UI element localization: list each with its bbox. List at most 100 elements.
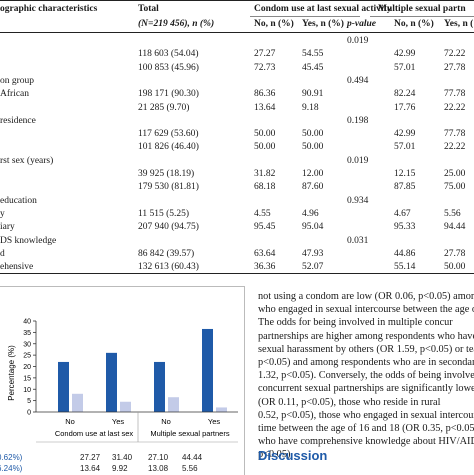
bar-mark	[106, 352, 117, 412]
table-row: residence 0.198	[0, 114, 474, 128]
table-cell-label: d	[0, 248, 5, 259]
fig-table-row-2: 6.24%) 13.64 9.92 13.08 5.56	[0, 463, 244, 474]
table-header-row-2: (N=219 456), n (%) No, n (%) Yes, n (%) …	[0, 17, 474, 31]
y-tick-label: 35	[23, 330, 31, 337]
header-rule-multi	[370, 16, 474, 17]
table-cell-no2: 55.14	[394, 262, 416, 273]
table-cell-no2: 42.99	[394, 129, 416, 140]
header-total: Total	[138, 4, 159, 14]
x-group-label: Condom use at last sex	[55, 429, 134, 438]
table-cell-yes2: 22.22	[444, 102, 466, 113]
y-tick-label: 0	[27, 410, 31, 417]
body-text-line: 1.32, p<0.05). Conversely, the odds of b…	[258, 370, 474, 382]
y-tick-label: 25	[23, 353, 31, 360]
bar-chart: Percentage (%) 0 5 10 15 20 25 30 35 40 No Yes No Y…	[7, 319, 238, 443]
body-text: not using a condom are low (OR 0.06, p<0…	[258, 290, 474, 461]
table-cell-label: rst sex (years)	[0, 155, 54, 166]
header-no: No, n (%)	[254, 19, 294, 29]
table-cell-yes2: 75.00	[444, 182, 466, 193]
header-yes: Yes, n (%)	[302, 19, 344, 29]
table-row: d 86 842 (39.57) 63.64 47.93 44.86 27.78	[0, 247, 474, 261]
table-cell-label: iary	[0, 222, 15, 233]
table-row: rst sex (years) 0.019	[0, 154, 474, 168]
table-cell-no2: 57.01	[394, 142, 416, 153]
fig-row2-v3: 13.08	[148, 464, 169, 473]
table-cell-p: 0.019	[347, 36, 369, 46]
bar-mark	[72, 393, 83, 412]
table-cell-yes: 87.60	[302, 182, 324, 193]
header-pvalue: p-value	[347, 19, 377, 29]
x-tick-label: No	[161, 417, 171, 426]
figure-panel: Percentage (%) 0 5 10 15 20 25 30 35 40 No Yes No Y…	[0, 286, 245, 475]
table-bottom-rule	[0, 273, 474, 274]
table-cell-yes2: 5.56	[444, 208, 461, 219]
table-cell-yes: 47.93	[302, 248, 324, 259]
table-cell-no: 27.27	[254, 49, 276, 60]
table-cell-no: 4.55	[254, 208, 271, 219]
table-cell-p: 0.494	[347, 75, 369, 86]
table-cell-no: 63.64	[254, 248, 276, 259]
table-cell-yes: 95.04	[302, 222, 324, 233]
table-cell-p: 0.198	[347, 115, 369, 126]
table-cell-no: 13.64	[254, 102, 276, 113]
x-tick-label: Yes	[208, 417, 220, 426]
body-text-line: partnerships are higher among respondent…	[258, 330, 474, 342]
table-cell-yes2: 94.44	[444, 222, 466, 233]
table-cell-label: DS knowledge	[0, 235, 57, 246]
table-row: iary 207 940 (94.75) 95.45 95.04 95.33 94.44	[0, 220, 474, 234]
y-tick-label: 15	[23, 375, 31, 382]
table-row: y 11 515 (5.25) 4.55 4.96 4.67 5.56	[0, 207, 474, 221]
bar-marks	[58, 328, 227, 412]
table-cell-no2: 95.33	[394, 222, 416, 233]
table-cell-yes2: 77.78	[444, 89, 466, 100]
table-cell-yes: 45.45	[302, 62, 324, 73]
table-cell-yes2: 27.78	[444, 248, 466, 259]
x-tick-label: Yes	[112, 417, 124, 426]
table-cell-no: 95.45	[254, 222, 276, 233]
body-text-line: p<0.05) and among respondents who are in…	[258, 356, 474, 368]
table-row: education 0.934	[0, 194, 474, 208]
table-cell-total: 86 842 (39.57)	[138, 248, 195, 259]
table-cell-p: 0.019	[347, 155, 369, 166]
table-row: 118 603 (54.04) 27.27 54.55 42.99 72.22	[0, 47, 474, 61]
y-tick-label: 20	[23, 364, 31, 371]
y-tick-label: 5	[27, 398, 31, 405]
table-cell-no2: 82.24	[394, 89, 416, 100]
body-text-line: sexual harassment by others (OR 1.59, p<…	[258, 343, 474, 355]
table-cell-total: 207 940 (94.75)	[138, 222, 199, 233]
table-cell-total: 118 603 (54.04)	[138, 49, 199, 60]
table-cell-total: 101 826 (46.40)	[138, 142, 199, 153]
table-cell-no: 50.00	[254, 129, 276, 140]
x-tick-label: No	[65, 417, 75, 426]
table-cell-yes2: 25.00	[444, 169, 466, 179]
table-cell-label: y	[0, 208, 5, 219]
table-cell-no2: 42.99	[394, 49, 416, 60]
table-row: 21 285 (9.70) 13.64 9.18 17.76 22.22	[0, 101, 474, 115]
header-multiple-partners: Multiple sexual partn	[378, 4, 466, 14]
x-axis: No Yes No Yes Condom use at last sex Multiple…	[36, 411, 238, 443]
table-cell-no: 36.36	[254, 262, 276, 273]
table-cell-no2: 87.85	[394, 182, 416, 193]
table-cell-total: 11 515 (5.25)	[138, 208, 190, 219]
table-cell-total: 198 171 (90.30)	[138, 89, 199, 100]
table-row: on group 0.494	[0, 74, 474, 88]
fig-row1-label: 0.62%)	[0, 453, 23, 462]
fig-row2-label: 6.24%)	[0, 464, 23, 473]
table-cell-yes2: 27.78	[444, 62, 466, 73]
table-cell-no2: 44.86	[394, 248, 416, 259]
body-text-line: time between the age of 16 and 18 (OR 0.…	[258, 422, 474, 434]
table-cell-no: 72.73	[254, 62, 276, 73]
table-top-rule	[0, 0, 474, 1]
table-row: 100 853 (45.96) 72.73 45.45 57.01 27.78	[0, 61, 474, 75]
table-cell-total: 21 285 (9.70)	[138, 102, 190, 113]
table-cell-no: 50.00	[254, 142, 276, 153]
demographics-table: ographic characteristics Total Condom us…	[0, 0, 474, 274]
table-cell-yes: 54.55	[302, 49, 324, 60]
body-text-line: p<0.05).	[258, 449, 293, 461]
table-cell-yes: 50.00	[302, 142, 324, 153]
body-text-line: who have comprehensive knowledge about H…	[258, 436, 474, 448]
table-cell-no2: 57.01	[394, 62, 416, 73]
table-row: DS knowledge 0.031	[0, 234, 474, 248]
table-cell-yes2: 50.00	[444, 262, 466, 273]
table-row: 39 925 (18.19) 31.82 12.00 12.15 25.00	[0, 167, 474, 181]
